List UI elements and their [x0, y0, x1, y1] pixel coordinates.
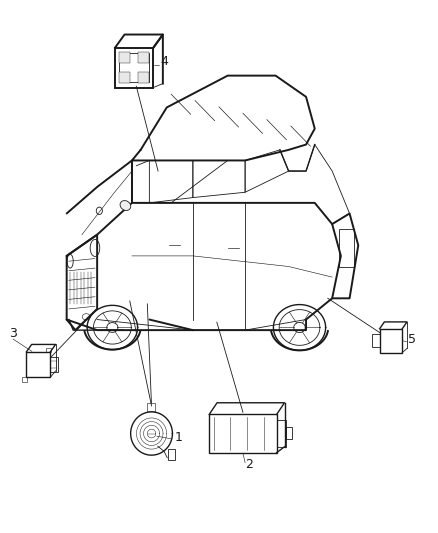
Bar [119, 72, 130, 83]
Bar [138, 72, 149, 83]
Text: 4: 4 [160, 55, 168, 68]
Ellipse shape [120, 200, 131, 211]
Bar [339, 229, 354, 266]
Bar [372, 334, 380, 348]
Text: 5: 5 [408, 333, 417, 346]
Text: 1: 1 [174, 432, 182, 445]
Bar [26, 352, 50, 377]
Bar [147, 402, 155, 410]
Text: 2: 2 [245, 458, 253, 471]
Bar [380, 329, 402, 353]
Bar [46, 348, 51, 352]
Bar [115, 48, 153, 87]
Bar [119, 52, 130, 63]
Bar [277, 420, 286, 447]
Bar [286, 427, 292, 439]
Bar [138, 52, 149, 63]
Bar [22, 377, 27, 382]
Bar [168, 449, 175, 460]
Text: 3: 3 [9, 327, 17, 340]
Bar [119, 53, 149, 82]
Bar [50, 357, 58, 372]
